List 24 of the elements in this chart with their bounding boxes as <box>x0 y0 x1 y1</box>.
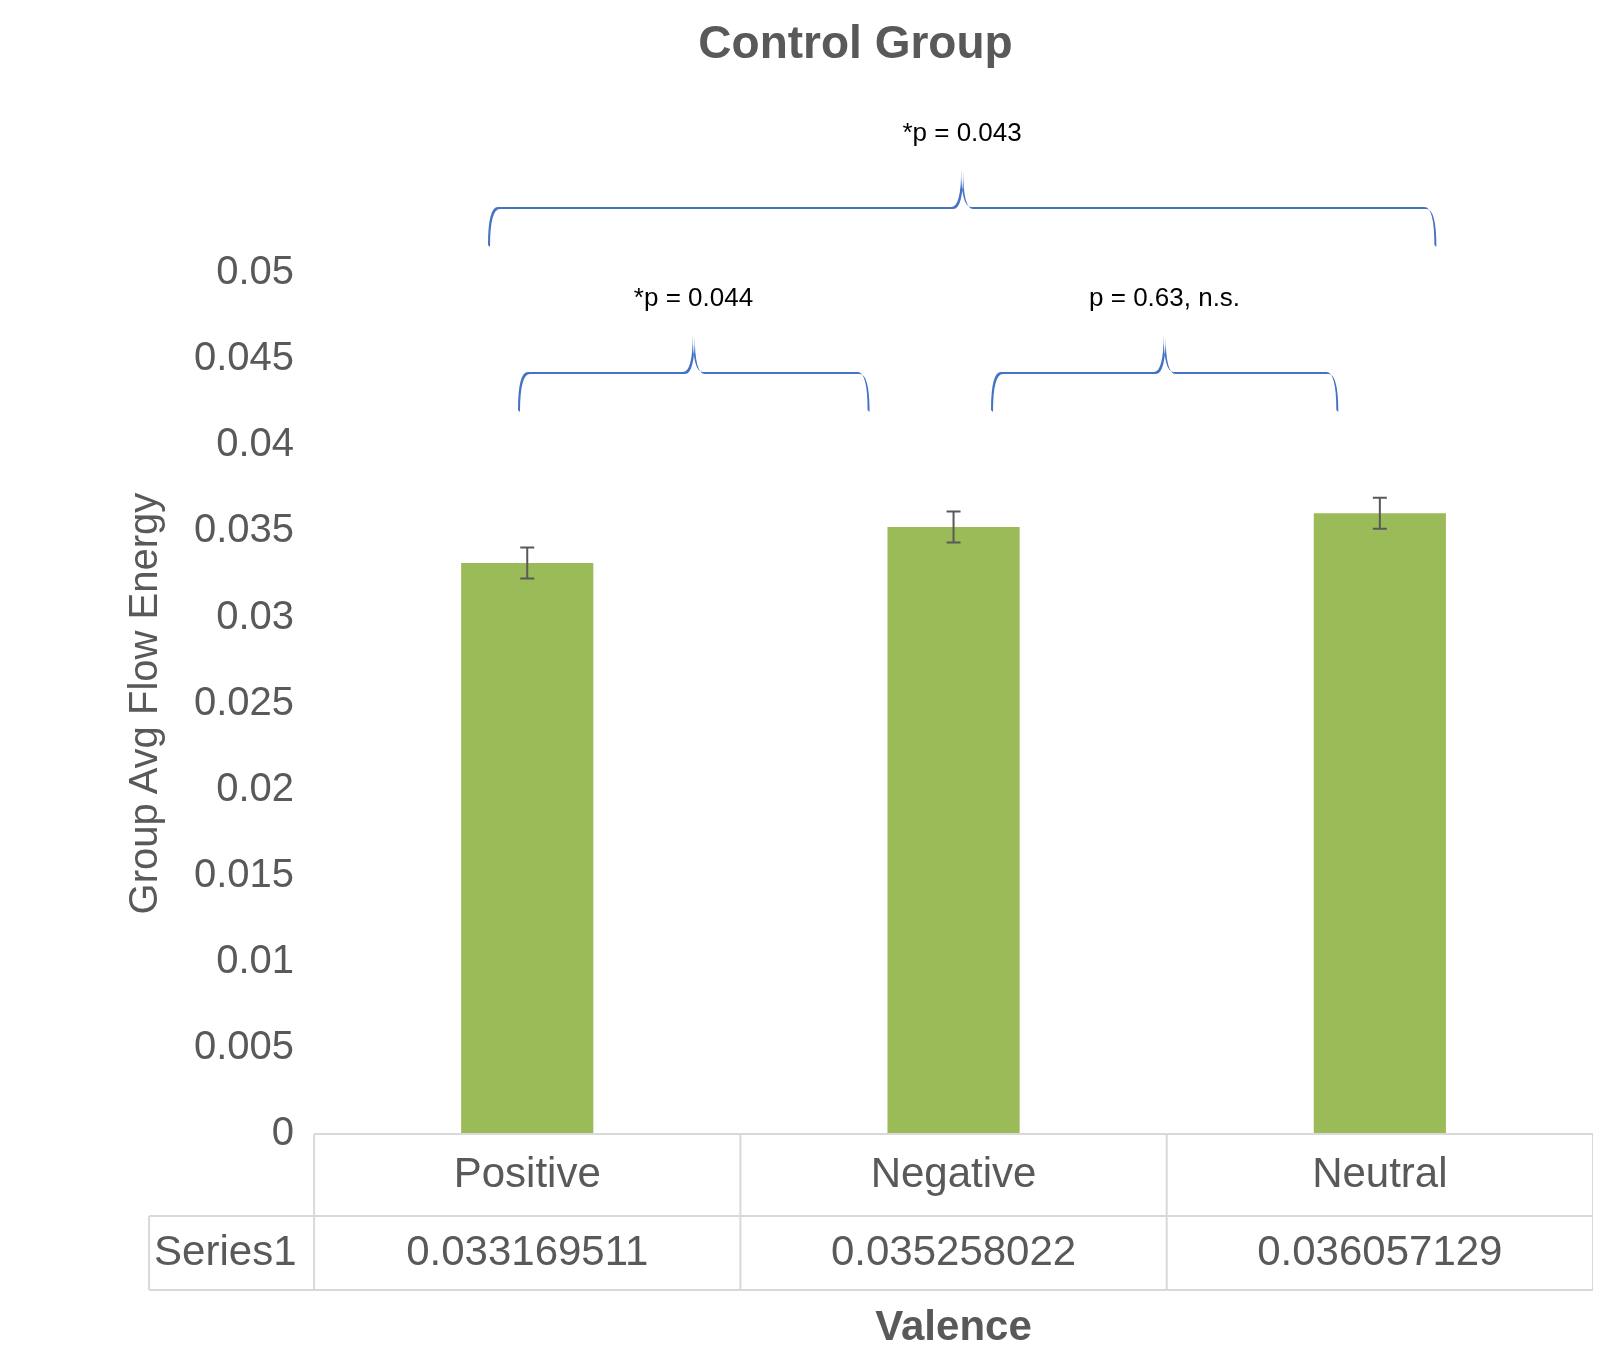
y-tick-label: 0.04 <box>216 420 295 465</box>
data-label: 0.035258022 <box>830 1226 1077 1274</box>
data-label: 0.036057129 <box>1257 1226 1503 1274</box>
y-tick-label: 0.03 <box>216 592 295 637</box>
y-tick-label: 0 <box>271 1109 295 1154</box>
y-tick-label: 0.02 <box>216 764 295 809</box>
y-tick-label: 0.01 <box>216 936 295 981</box>
x-axis-title: Valence <box>875 1301 1032 1349</box>
y-tick-label: 0.035 <box>193 506 295 551</box>
data-label: 0.033169511 <box>406 1226 649 1274</box>
x-tick-label: Negative <box>870 1148 1037 1196</box>
x-tick-label: Neutral <box>1312 1148 1448 1196</box>
text: Series1 <box>154 1226 297 1274</box>
chart-title: Control Group <box>698 16 1013 69</box>
y-tick-label: 0.045 <box>193 334 295 379</box>
text: *p = 0.043 <box>902 117 1022 148</box>
y-tick-label: 0.05 <box>216 248 295 293</box>
y-tick-label: 0.025 <box>193 678 295 723</box>
annotation: *p = 0.044 <box>633 282 754 313</box>
y-tick-label: 0.005 <box>193 1022 295 1067</box>
y-tick-label: 0.015 <box>193 850 295 895</box>
annotation: p = 0.63, n.s. <box>1089 282 1241 313</box>
x-tick-label: Positive <box>453 1148 601 1196</box>
y-axis-title: Group Avg Flow Energy <box>121 492 166 915</box>
